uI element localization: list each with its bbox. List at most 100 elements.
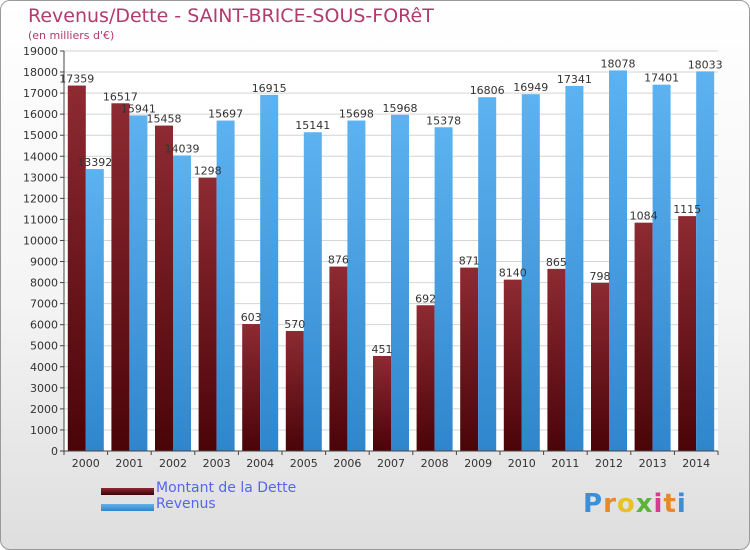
data-label-revenus: 15697 [208,108,243,121]
x-tick-label: 2011 [551,457,579,470]
logo-letter: i [676,489,687,519]
legend-swatch-debt [101,488,154,495]
y-tick-label: 8000 [30,277,58,290]
data-label-revenus: 15378 [426,114,461,127]
bar-dette [198,177,217,451]
bar-dette [329,266,348,451]
y-tick-label: 7000 [30,298,58,311]
data-label-revenus: 17341 [557,73,592,86]
data-label-dette: 1115 [673,203,701,216]
data-label-revenus: 18033 [688,58,723,71]
bar-revenus [129,115,148,452]
x-tick-label: 2006 [333,457,361,470]
bar-revenus [216,120,235,452]
y-tick-label: 15000 [23,129,58,142]
bar-dette [285,330,304,451]
x-tick-label: 2001 [115,457,143,470]
bar-revenus [347,120,366,451]
bar-dette [460,267,479,451]
data-label-dette: 1298 [194,165,222,178]
y-tick-label: 18000 [23,66,58,79]
x-tick-label: 2003 [203,457,231,470]
legend-label-debt: Montant de la Dette [156,480,297,496]
x-tick-label: 2008 [421,457,449,470]
x-tick-label: 2009 [464,457,492,470]
y-tick-label: 10000 [23,234,58,247]
data-label-dette: 871 [459,255,480,268]
bar-dette [416,305,435,451]
data-label-revenus: 15968 [383,102,418,115]
x-tick-label: 2000 [72,457,100,470]
bar-dette [591,282,609,451]
bar-revenus [478,97,497,451]
bar-revenus [85,169,104,451]
x-tick-label: 2005 [290,457,318,470]
data-label-revenus: 16806 [470,84,505,97]
x-tick-label: 2014 [682,457,710,470]
legend-label-revenue: Revenus [156,496,216,512]
bar-revenus [434,127,453,452]
bar-revenus [391,114,409,452]
bar-revenus [565,85,584,451]
y-tick-label: 14000 [23,150,58,163]
logo-letter: t [663,489,677,519]
data-label-revenus: 16949 [513,81,548,94]
data-label-revenus: 15941 [121,102,156,115]
y-tick-label: 1000 [30,424,58,437]
data-label-dette: 570 [284,318,305,331]
data-label-dette: 876 [328,254,349,267]
data-label-revenus: 16915 [252,82,287,95]
data-label-revenus: 14039 [165,142,200,155]
y-tick-label: 13000 [23,171,58,184]
bar-dette [155,125,173,451]
data-label-dette: 15458 [147,113,182,126]
y-tick-label: 9000 [30,256,58,269]
logo-letter: P [583,489,604,519]
y-tick-label: 0 [51,445,58,458]
proxiti-logo: Proxiti [583,489,687,519]
y-tick-label: 4000 [30,361,58,374]
data-label-dette: 17359 [59,73,94,86]
y-tick-label: 19000 [23,45,58,58]
bar-dette [373,355,391,451]
bar-revenus [696,71,715,451]
data-label-dette: 1084 [630,210,658,223]
chart-title: Revenus/Dette - SAINT-BRICE-SOUS-FORêT [28,5,434,27]
bar-dette [111,103,130,451]
bar-revenus [303,132,322,451]
bar-revenus [260,94,279,451]
data-label-revenus: 15141 [295,119,330,132]
chart-subtitle: (en milliers d'€) [28,29,115,42]
bar-revenus [521,94,540,451]
y-tick-label: 2000 [30,403,58,416]
x-tick-label: 2002 [159,457,187,470]
data-label-dette: 865 [546,256,567,269]
data-label-dette: 798 [590,270,611,283]
bar-revenus [652,84,671,452]
bar-dette [547,268,566,451]
data-label-dette: 692 [415,292,436,305]
data-label-revenus: 13392 [77,156,112,169]
bar-dette [678,216,697,451]
x-tick-label: 2012 [595,457,623,470]
y-tick-label: 12000 [23,192,58,205]
logo-letter: x [635,489,654,519]
logo-letter: o [616,489,636,519]
x-tick-label: 2013 [639,457,667,470]
data-label-revenus: 18078 [601,57,636,70]
data-label-dette: 451 [372,343,393,356]
bar-dette [634,222,653,451]
y-tick-label: 16000 [23,108,58,121]
x-tick-label: 2004 [246,457,274,470]
y-tick-label: 11000 [23,213,58,226]
data-label-revenus: 17401 [644,72,679,85]
data-label-dette: 8140 [499,267,527,280]
bar-dette [503,279,522,451]
data-label-revenus: 15698 [339,108,374,121]
x-tick-label: 2010 [508,457,536,470]
y-tick-label: 3000 [30,382,58,395]
bar-revenus [609,70,627,452]
logo-letter: r [603,489,617,519]
